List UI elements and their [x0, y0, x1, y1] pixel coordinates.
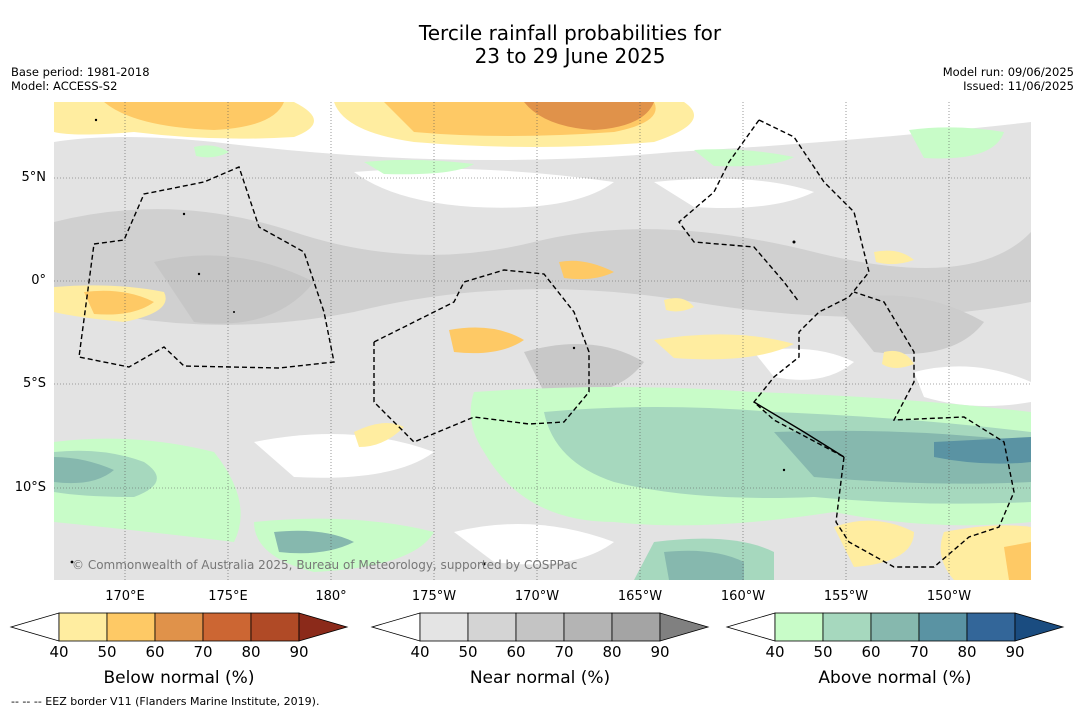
- map-title: Tercile rainfall probabilities for 23 to…: [0, 22, 1085, 68]
- lon-label-175e: 175°E: [208, 589, 248, 604]
- colorbar-segment: [467, 612, 517, 642]
- above-normal-layer: [54, 127, 1031, 580]
- colorbar-arrow-high: [659, 612, 710, 642]
- lon-label-165w: 165°W: [617, 589, 663, 604]
- meta-left: Base period: 1981-2018 Model: ACCESS-S2: [11, 65, 150, 93]
- lat-label-5n: 5°N: [21, 170, 47, 185]
- cb-below-tick-90: 90: [289, 643, 309, 661]
- cb-above-tick-80: 80: [957, 643, 977, 661]
- near-normal-layer: [54, 209, 1031, 394]
- colorbar-segment: [154, 612, 204, 642]
- cb-below-tick-60: 60: [145, 643, 165, 661]
- colorbar-arrow-low: [370, 612, 421, 642]
- cb-near-tick-90: 90: [650, 643, 670, 661]
- lon-label-180: 180°: [315, 589, 347, 604]
- colorbar-segment: [515, 612, 565, 642]
- base-period: Base period: 1981-2018: [11, 65, 150, 79]
- colorbar-segment: [611, 612, 661, 642]
- cb-below-tick-50: 50: [97, 643, 117, 661]
- colorbar-title-near: Near normal (%): [469, 668, 611, 688]
- colorbar-segment: [822, 612, 872, 642]
- cb-above-tick-90: 90: [1005, 643, 1025, 661]
- cb-near-tick-40: 40: [410, 643, 430, 661]
- rainfall-map: [54, 102, 1031, 580]
- model-name: Model: ACCESS-S2: [11, 79, 118, 93]
- cb-near-tick-80: 80: [602, 643, 622, 661]
- colorbar-arrow-high: [1014, 612, 1065, 642]
- lat-label-5s: 5°S: [22, 376, 46, 391]
- colorbar-above-normal: [725, 612, 1065, 642]
- title-line-1: Tercile rainfall probabilities for: [418, 21, 722, 45]
- cb-above-tick-50: 50: [813, 643, 833, 661]
- colorbar-segment: [966, 612, 1016, 642]
- colorbar-arrow-high: [298, 612, 349, 642]
- lon-label-170w: 170°W: [514, 589, 560, 604]
- colorbar-segment: [870, 612, 920, 642]
- cb-above-tick-60: 60: [861, 643, 881, 661]
- colorbar-below-normal: [9, 612, 349, 642]
- eez-footer-note: -- -- -- EEZ border V11 (Flanders Marine…: [11, 695, 320, 708]
- lon-label-170e: 170°E: [105, 589, 145, 604]
- cb-below-tick-70: 70: [193, 643, 213, 661]
- lon-label-150w: 150°W: [926, 589, 972, 604]
- lon-label-175w: 175°W: [411, 589, 457, 604]
- lat-label-10s: 10°S: [14, 480, 46, 495]
- meta-right: Model run: 09/06/2025 Issued: 11/06/2025: [943, 65, 1074, 93]
- cb-below-tick-80: 80: [241, 643, 261, 661]
- island-dots: [70, 118, 796, 566]
- cb-above-tick-40: 40: [765, 643, 785, 661]
- graticule: [54, 102, 1031, 580]
- title-line-2: 23 to 29 June 2025: [474, 44, 666, 68]
- colorbar-segment: [202, 612, 252, 642]
- cb-near-tick-50: 50: [458, 643, 478, 661]
- cb-near-tick-70: 70: [554, 643, 574, 661]
- lon-label-160w: 160°W: [720, 589, 766, 604]
- colorbars: [9, 612, 1065, 642]
- eez-border-solid: [753, 401, 845, 458]
- model-run: Model run: 09/06/2025: [942, 65, 1074, 79]
- colorbar-segment: [106, 612, 156, 642]
- colorbar-segment: [774, 612, 824, 642]
- colorbar-arrow-low: [9, 612, 60, 642]
- colorbar-segment: [918, 612, 968, 642]
- cb-above-tick-70: 70: [909, 643, 929, 661]
- colorbar-title-above: Above normal (%): [818, 668, 972, 688]
- colorbar-near-normal: [370, 612, 710, 642]
- colorbar-segment: [250, 612, 300, 642]
- lat-label-0: 0°: [31, 273, 46, 288]
- cb-below-tick-40: 40: [49, 643, 69, 661]
- copyright-notice: © Commonwealth of Australia 2025, Bureau…: [72, 558, 578, 572]
- cb-near-tick-60: 60: [506, 643, 526, 661]
- colorbar-title-below: Below normal (%): [103, 668, 255, 688]
- issued-date: Issued: 11/06/2025: [963, 79, 1074, 93]
- colorbar-arrow-low: [725, 612, 776, 642]
- colorbar-segment: [563, 612, 613, 642]
- below-normal-layer: [54, 102, 1031, 580]
- colorbar-segment: [58, 612, 108, 642]
- colorbar-segment: [419, 612, 469, 642]
- lon-label-155w: 155°W: [823, 589, 869, 604]
